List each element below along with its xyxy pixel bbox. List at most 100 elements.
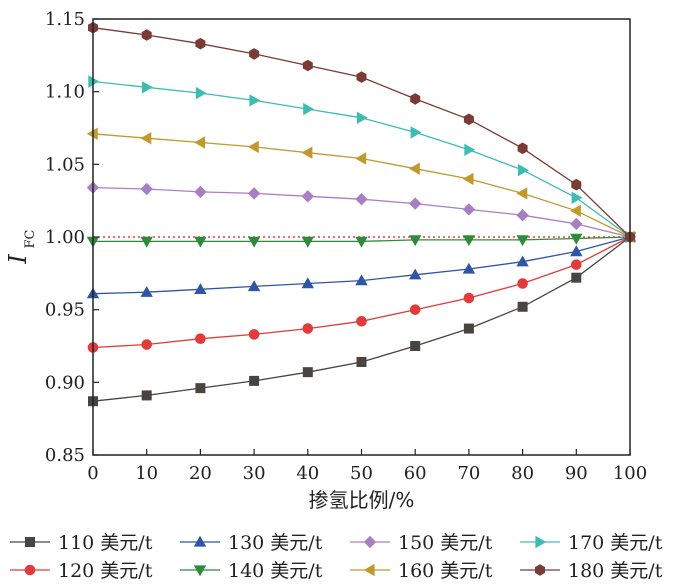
- series: [86, 181, 637, 244]
- legend-item: 110 美元/t: [10, 532, 153, 554]
- series: [88, 21, 635, 243]
- legend-label: 120 美元/t: [58, 560, 153, 582]
- y-tick-label: 0.95: [45, 300, 85, 321]
- legend-marker: [363, 563, 375, 577]
- data-point: [463, 292, 475, 304]
- data-point: [462, 203, 476, 216]
- data-point: [356, 111, 368, 124]
- data-point: [247, 140, 259, 154]
- data-point: [517, 142, 528, 155]
- data-point: [518, 163, 529, 177]
- data-point: [355, 193, 368, 206]
- data-point: [356, 356, 367, 367]
- data-point: [247, 236, 261, 248]
- data-point: [571, 191, 583, 204]
- data-point: [517, 301, 528, 312]
- legend: 110 美元/t 130 美元/t 150 美元/t 170 美元/t 120 美元/t…: [10, 532, 663, 582]
- x-tick-label: 30: [243, 463, 266, 484]
- y-axis-title: I FC: [4, 229, 38, 264]
- data-point: [140, 182, 153, 196]
- data-point: [249, 375, 260, 386]
- x-tick-label: 60: [404, 463, 427, 484]
- legend-marker: [25, 537, 35, 547]
- data-point: [571, 178, 582, 191]
- data-point: [195, 86, 207, 100]
- data-point: [409, 235, 422, 247]
- data-point: [570, 233, 583, 245]
- data-point: [410, 93, 421, 105]
- y-tick-label: 1.15: [45, 9, 85, 30]
- data-point: [463, 323, 474, 334]
- legend-item: 120 美元/t: [10, 560, 153, 582]
- data-point: [410, 341, 421, 351]
- legend-item: 140 美元/t: [180, 560, 323, 582]
- data-point: [141, 390, 152, 401]
- data-point: [516, 255, 529, 267]
- data-point: [516, 235, 529, 247]
- x-tick-label: 0: [87, 463, 98, 484]
- legend-label: 180 美元/t: [568, 560, 663, 582]
- x-tick-label: 100: [613, 463, 647, 484]
- series-layer: [86, 21, 637, 407]
- series: [87, 231, 636, 353]
- data-point: [140, 286, 153, 297]
- data-point: [301, 277, 314, 289]
- data-point: [570, 245, 583, 257]
- data-point: [410, 126, 422, 139]
- data-point: [195, 333, 206, 345]
- x-tick-label: 10: [135, 463, 158, 484]
- data-point: [302, 367, 313, 378]
- legend-marker: [363, 535, 377, 549]
- x-tick-label: 50: [350, 463, 373, 484]
- data-point: [303, 102, 314, 116]
- data-point: [301, 236, 314, 248]
- data-point: [194, 283, 207, 294]
- data-point: [140, 132, 152, 145]
- data-point: [141, 339, 152, 350]
- data-point: [409, 197, 422, 210]
- data-point: [249, 94, 261, 107]
- legend-label: 170 美元/t: [568, 532, 663, 554]
- legend-marker: [535, 535, 547, 549]
- data-point: [570, 217, 583, 231]
- data-point: [142, 81, 153, 94]
- x-tick-label: 80: [511, 463, 534, 484]
- data-point: [356, 315, 367, 327]
- data-point: [355, 274, 368, 286]
- legend-label: 150 美元/t: [398, 532, 493, 554]
- legend-marker: [193, 535, 207, 547]
- data-point: [302, 59, 313, 72]
- x-tick-label: 40: [296, 463, 319, 484]
- data-point: [517, 278, 528, 289]
- data-point: [141, 29, 152, 41]
- series: [86, 232, 637, 248]
- x-axis-title: 掺氢比例/%: [309, 488, 415, 512]
- data-point: [247, 187, 261, 200]
- data-point: [571, 272, 582, 283]
- data-point: [355, 236, 368, 248]
- data-point: [355, 152, 367, 165]
- legend-marker: [535, 564, 545, 576]
- data-point: [462, 235, 476, 247]
- legend-label: 110 美元/t: [58, 532, 153, 554]
- legend-item: 180 美元/t: [520, 560, 663, 582]
- data-point: [194, 185, 207, 199]
- data-point: [140, 236, 153, 248]
- legend-label: 140 美元/t: [228, 560, 323, 582]
- legend-item: 150 美元/t: [350, 532, 493, 554]
- legend-item: 160 美元/t: [350, 560, 493, 582]
- x-tick-label: 90: [565, 463, 588, 484]
- y-tick-label: 1.00: [45, 227, 85, 248]
- data-point: [194, 236, 207, 248]
- y-tick-label: 0.85: [45, 445, 85, 466]
- data-point: [249, 48, 260, 60]
- data-point: [516, 209, 529, 222]
- data-point: [409, 162, 420, 175]
- tick-layer: 0 10 20 30 40 50 60 70 80 90 100 0.85 0.90 0.95 1.00 1.…: [45, 9, 647, 484]
- data-point: [356, 71, 367, 83]
- data-point: [302, 323, 314, 334]
- legend-label: 130 美元/t: [228, 532, 323, 554]
- data-point: [301, 190, 314, 203]
- y-axis-title-main: I: [4, 254, 32, 265]
